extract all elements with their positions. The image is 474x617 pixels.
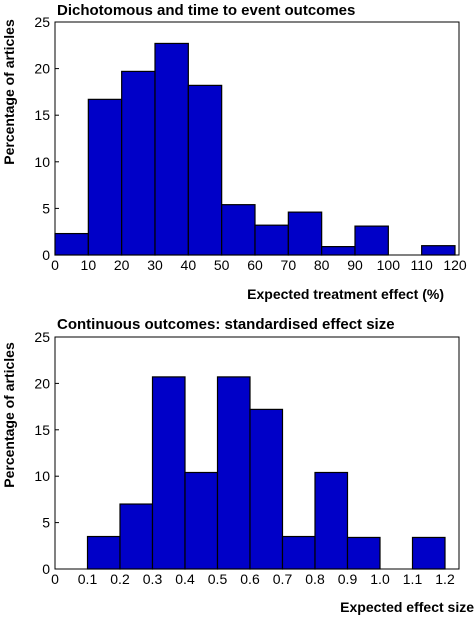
- x-tick-label: 40: [181, 257, 197, 273]
- histogram-bar: [216, 376, 251, 570]
- x-tick-label: 1.1: [403, 571, 423, 587]
- x-tick-label: 0.7: [273, 571, 293, 587]
- histogram-bar: [151, 376, 186, 570]
- x-tick-label: 0.2: [110, 571, 130, 587]
- histogram-bar: [281, 535, 316, 570]
- x-tick-label: 120: [443, 257, 467, 273]
- y-tick-label: 0: [42, 247, 50, 263]
- histogram-bar: [411, 536, 446, 570]
- y-tick-label: 10: [34, 468, 50, 484]
- x-tick-label: 20: [114, 257, 130, 273]
- x-tick-label: 50: [214, 257, 230, 273]
- y-axis-label: Percentage of articles: [1, 342, 17, 488]
- y-ticks: 0 5 10 15 20 25: [34, 329, 59, 577]
- x-ticks: 0 10 20 30 40 50 60 70 80 90 100 110 120: [51, 257, 467, 273]
- y-tick-label: 10: [34, 154, 50, 170]
- histogram-bar: [321, 246, 356, 256]
- x-tick-label: 80: [314, 257, 330, 273]
- x-tick-label: 0.4: [175, 571, 195, 587]
- bars: [54, 42, 456, 256]
- histogram-bar: [421, 245, 456, 256]
- histogram-bar: [87, 98, 123, 256]
- x-tick-label: 100: [377, 257, 401, 273]
- x-tick-label: 30: [147, 257, 163, 273]
- x-axis-label: Expected treatment effect (%): [247, 286, 444, 302]
- histogram-bar: [86, 535, 121, 570]
- x-tick-label: 10: [81, 257, 97, 273]
- histogram-bar: [314, 471, 349, 570]
- y-tick-label: 25: [34, 329, 50, 345]
- x-tick-label: 0: [51, 571, 59, 587]
- y-tick-label: 15: [34, 107, 50, 123]
- histogram-bar: [354, 225, 389, 256]
- y-tick-label: 0: [42, 561, 50, 577]
- x-tick-label: 0.5: [208, 571, 228, 587]
- x-ticks: 0 0.1 0.2 0.3 0.4 0.5 0.6 0.7 0.8 0.9 1.0 1.1 1.2: [51, 571, 455, 587]
- histogram-bar: [254, 224, 289, 256]
- histogram-bar: [346, 536, 381, 570]
- x-tick-label: 70: [281, 257, 297, 273]
- y-tick-label: 5: [42, 515, 50, 531]
- histogram-bar: [287, 211, 323, 256]
- y-ticks: 0 5 10 15 20 25: [34, 14, 59, 263]
- x-tick-label: 1.2: [435, 571, 455, 587]
- x-tick-label: 0.3: [143, 571, 163, 587]
- chart-panel-continuous: Continuous outcomes: standardised effect…: [1, 316, 474, 615]
- x-tick-label: 0.9: [338, 571, 358, 587]
- histogram-bar: [119, 503, 154, 570]
- x-tick-label: 0.8: [305, 571, 325, 587]
- y-tick-label: 20: [34, 375, 50, 391]
- y-tick-label: 25: [34, 14, 50, 30]
- y-tick-label: 5: [42, 200, 50, 216]
- histogram-bar: [187, 84, 223, 256]
- x-tick-label: 110: [411, 257, 434, 273]
- y-axis-label: Percentage of articles: [1, 19, 17, 165]
- x-tick-label: 1.0: [370, 571, 390, 587]
- x-tick-label: 60: [247, 257, 263, 273]
- histogram-bar: [249, 408, 284, 570]
- histogram-bar: [184, 471, 219, 570]
- x-tick-label: 0.1: [78, 571, 98, 587]
- chart-panel-dichotomous: Dichotomous and time to event outcomes P…: [1, 2, 467, 302]
- chart-title: Dichotomous and time to event outcomes: [57, 2, 355, 19]
- x-tick-label: 90: [347, 257, 363, 273]
- histogram-bar: [221, 204, 256, 256]
- histogram-bar: [121, 70, 156, 256]
- histogram-bar: [54, 232, 89, 256]
- y-tick-label: 20: [34, 61, 50, 77]
- histogram-bar: [154, 42, 189, 256]
- x-axis-label: Expected effect size: [340, 599, 474, 615]
- x-tick-label: 0: [51, 257, 59, 273]
- bars: [86, 376, 446, 570]
- chart-title: Continuous outcomes: standardised effect…: [57, 316, 395, 333]
- x-tick-label: 0.6: [240, 571, 260, 587]
- y-tick-label: 15: [34, 422, 50, 438]
